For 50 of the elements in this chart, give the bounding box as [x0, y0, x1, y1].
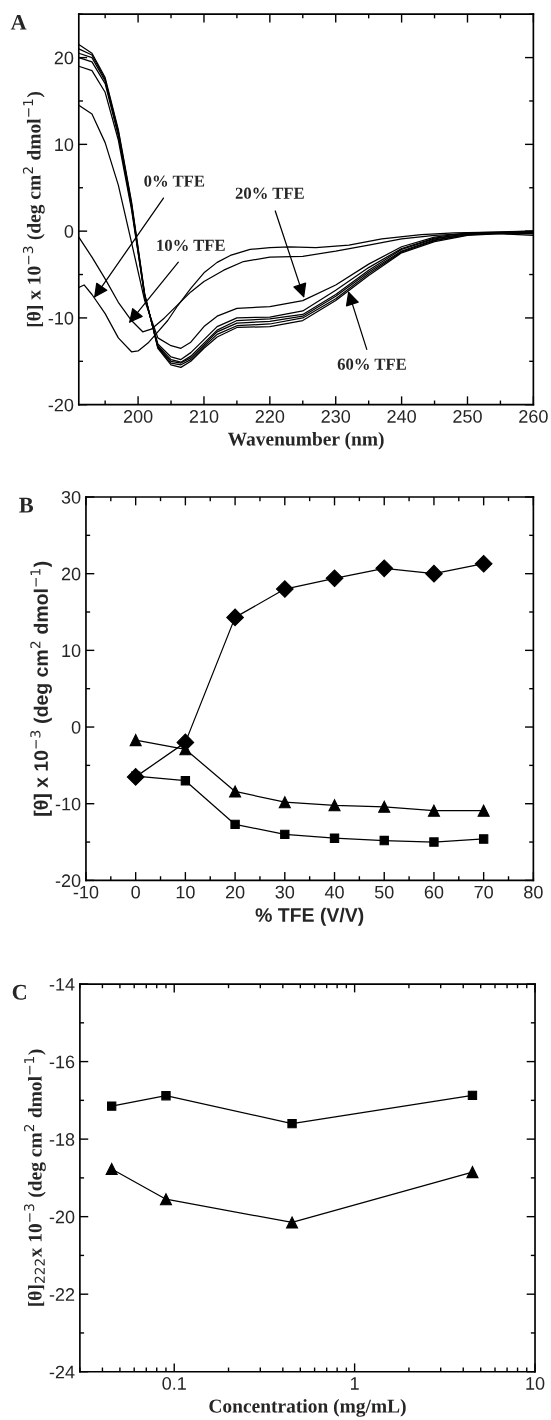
y-tick-label: -22: [49, 1288, 75, 1301]
x-tick-label: -10: [73, 885, 99, 899]
x-tick-label: 30: [275, 885, 295, 899]
x-tick-label: 80: [524, 885, 543, 899]
x-tick-label: 40: [324, 885, 344, 899]
y-tick-label: -16: [49, 1055, 75, 1069]
y-tick-label: -10: [48, 311, 74, 325]
y-tick-label: 0: [64, 225, 74, 238]
chart-title: B: [19, 497, 34, 513]
x-tick-label: 60: [424, 885, 444, 899]
y-tick-label: 10: [55, 138, 74, 152]
y-tick-label: 20: [54, 51, 74, 65]
y-tick-label: -20: [48, 398, 74, 412]
y-tick-label: -20: [49, 1210, 75, 1224]
x-axis-title: Concentration (mg/mL): [209, 1398, 406, 1417]
y-tick-label: -14: [49, 978, 75, 991]
text: [θ]$_{222}$x 10$^{−3}$ (deg cm$^{2}$ dmol$^{−1}$): [24, 1049, 46, 1306]
y-tick-label: -24: [49, 1365, 75, 1379]
x-tick-label: 70: [474, 885, 493, 899]
x-tick-label: 260: [519, 410, 548, 423]
y-tick-label: 0: [71, 720, 81, 734]
x-tick-label: 200: [123, 410, 153, 423]
y-tick-label: -18: [49, 1133, 75, 1146]
y-tick-label: -20: [55, 874, 81, 888]
annotation: 0% TFE: [144, 175, 205, 187]
x-tick-label: 230: [321, 410, 351, 423]
x-tick-label: 20: [225, 885, 245, 899]
x-axis-title: % TFE (V/V): [255, 907, 364, 926]
x-tick-label: 0.1: [162, 1377, 186, 1390]
x-tick-label: 10: [526, 1377, 545, 1390]
y-axis-title: [θ] x 10$^{−3}$ (deg cm$^{2}$ dmol$^{−1}$): [22, 92, 45, 327]
x-tick-label: 10: [176, 885, 195, 899]
x-tick-label: 50: [374, 885, 394, 899]
x-tick-label: 250: [453, 410, 482, 423]
x-tick-label: 1: [350, 1377, 359, 1390]
x-tick-label: 0: [131, 885, 140, 899]
chart-title: C: [12, 984, 26, 1000]
x-tick-label: 220: [255, 410, 285, 423]
y-tick-label: 20: [61, 567, 81, 581]
x-tick-label: 240: [387, 410, 416, 423]
annotation: 20% TFE: [235, 187, 304, 199]
annotation: 10% TFE: [157, 239, 225, 251]
y-axis-title: [θ] x 10$^{−3}$ (deg cm$^{2}$ dmol$^{−1}$): [30, 561, 52, 816]
x-axis-title: Wavenumber (nm): [227, 431, 384, 450]
y-tick-label: 10: [62, 644, 81, 658]
y-tick-label: -10: [55, 797, 81, 811]
chart-title: A: [10, 14, 27, 30]
x-tick-label: 210: [189, 410, 219, 423]
y-tick-label: 30: [61, 490, 81, 504]
annotation: 60% TFE: [337, 358, 406, 370]
